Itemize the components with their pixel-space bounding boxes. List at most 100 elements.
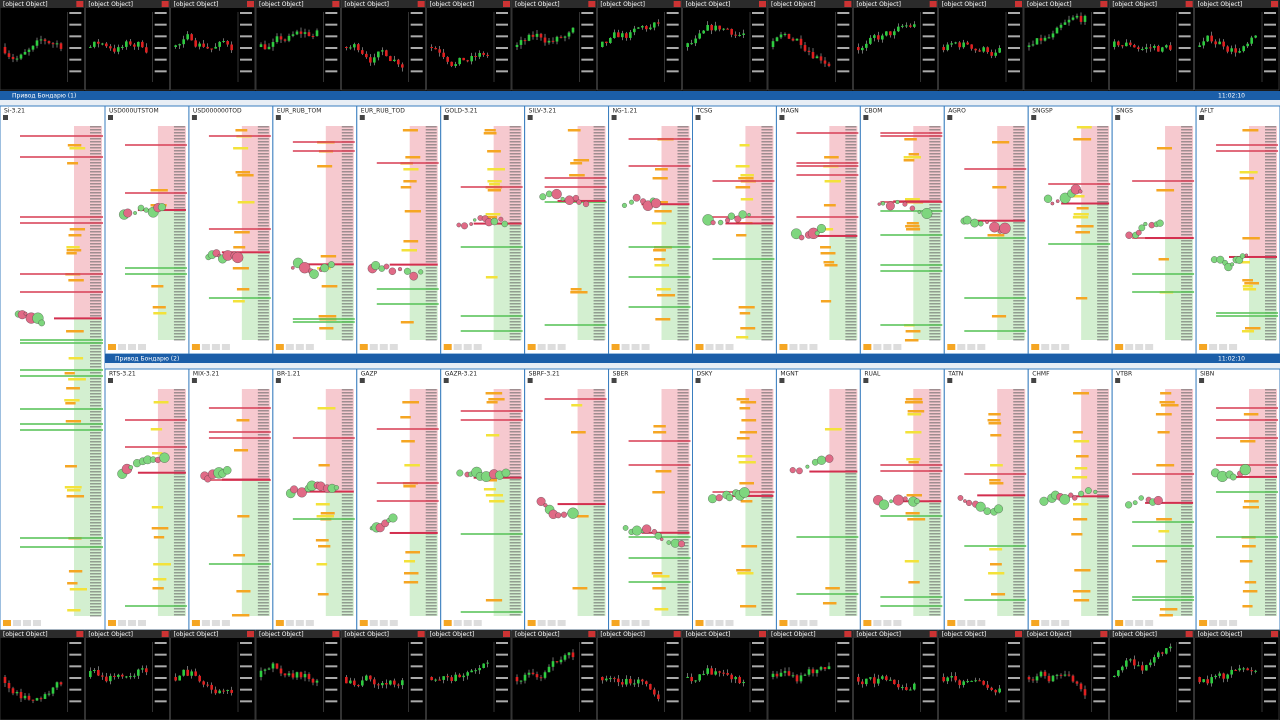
price-row: [173, 458, 185, 460]
price-row: [1013, 339, 1025, 341]
close-icon[interactable]: [191, 115, 197, 120]
level-line: [1216, 437, 1278, 439]
close-button[interactable]: [76, 1, 84, 7]
candle: [214, 689, 217, 694]
close-button[interactable]: [503, 631, 510, 637]
close-button[interactable]: [503, 1, 510, 7]
volume-bar: [654, 608, 669, 611]
price-row: [341, 270, 353, 272]
chart-window: [object Object]: [426, 0, 512, 91]
close-icon[interactable]: [863, 115, 869, 120]
level-line: [1216, 150, 1278, 152]
close-button[interactable]: [1015, 631, 1022, 637]
chart-window: [object Object]: [0, 629, 85, 720]
close-icon[interactable]: [443, 115, 449, 120]
price-row: [929, 222, 941, 224]
close-button[interactable]: [929, 631, 937, 637]
close-button[interactable]: [673, 631, 681, 637]
price-row: [761, 228, 773, 230]
close-button[interactable]: [247, 1, 254, 7]
close-icon[interactable]: [275, 378, 281, 383]
candle: [909, 689, 912, 691]
close-icon[interactable]: [947, 115, 953, 120]
close-icon[interactable]: [527, 378, 533, 383]
close-icon[interactable]: [779, 378, 785, 383]
close-icon[interactable]: [359, 378, 365, 383]
close-button[interactable]: [759, 1, 766, 7]
close-icon[interactable]: [275, 115, 281, 120]
volume-bar: [654, 168, 668, 171]
price-row: [1097, 611, 1109, 613]
price-row: [1265, 129, 1276, 131]
candle: [819, 56, 823, 61]
close-icon[interactable]: [1031, 378, 1037, 383]
close-icon[interactable]: [191, 378, 197, 383]
close-button[interactable]: [247, 631, 254, 637]
close-button[interactable]: [844, 1, 852, 7]
price-row: [1097, 204, 1109, 206]
close-button[interactable]: [1185, 631, 1193, 637]
candle: [299, 672, 303, 678]
close-button[interactable]: [844, 631, 852, 637]
level-line: [208, 407, 271, 409]
close-icon[interactable]: [863, 378, 869, 383]
close-button[interactable]: [1271, 1, 1278, 7]
spread-line: [54, 317, 102, 320]
close-button[interactable]: [76, 631, 84, 637]
price-row: [425, 569, 437, 571]
price-row: [845, 171, 857, 173]
price-row: [593, 455, 605, 457]
close-button[interactable]: [161, 1, 169, 7]
close-button[interactable]: [332, 1, 340, 7]
close-button[interactable]: [417, 631, 425, 637]
close-icon[interactable]: [1199, 115, 1205, 120]
price-row: [1013, 270, 1025, 272]
close-button[interactable]: [1100, 1, 1108, 7]
close-icon[interactable]: [695, 115, 701, 120]
footer-cell: [1219, 344, 1228, 350]
close-icon[interactable]: [779, 115, 785, 120]
column-ticker: Si-3.21: [4, 108, 25, 115]
close-icon[interactable]: [359, 115, 365, 120]
price-row: [1013, 509, 1025, 511]
close-button[interactable]: [929, 1, 937, 7]
close-button[interactable]: [332, 631, 340, 637]
close-button[interactable]: [759, 631, 766, 637]
close-icon[interactable]: [695, 378, 701, 383]
close-button[interactable]: [1271, 631, 1278, 637]
close-icon[interactable]: [1031, 115, 1037, 120]
price-row: [593, 192, 605, 194]
close-button[interactable]: [588, 631, 596, 637]
close-button[interactable]: [673, 1, 681, 7]
scale-label: [581, 653, 594, 656]
candle: [637, 679, 640, 684]
close-icon[interactable]: [443, 378, 449, 383]
close-icon[interactable]: [3, 115, 8, 120]
close-icon[interactable]: [947, 378, 953, 383]
price-row: [257, 548, 269, 550]
close-icon[interactable]: [611, 378, 617, 383]
close-button[interactable]: [1015, 1, 1022, 7]
close-icon[interactable]: [1199, 378, 1205, 383]
price-row: [845, 312, 857, 314]
close-button[interactable]: [1100, 631, 1108, 637]
price-row: [677, 404, 689, 406]
close-button[interactable]: [161, 631, 169, 637]
close-icon[interactable]: [1115, 115, 1121, 120]
close-icon[interactable]: [1115, 378, 1121, 383]
close-icon[interactable]: [527, 115, 533, 120]
price-row: [1181, 243, 1193, 245]
price-row: [341, 171, 353, 173]
price-row: [1013, 303, 1025, 305]
price-row: [509, 168, 521, 170]
close-icon[interactable]: [108, 378, 113, 383]
volume-bar: [67, 489, 81, 492]
price-row: [90, 471, 101, 473]
price-row: [90, 549, 101, 551]
close-icon[interactable]: [611, 115, 617, 120]
candle: [641, 26, 644, 28]
close-button[interactable]: [1185, 1, 1193, 7]
close-button[interactable]: [417, 1, 425, 7]
close-button[interactable]: [588, 1, 596, 7]
close-icon[interactable]: [108, 115, 113, 120]
